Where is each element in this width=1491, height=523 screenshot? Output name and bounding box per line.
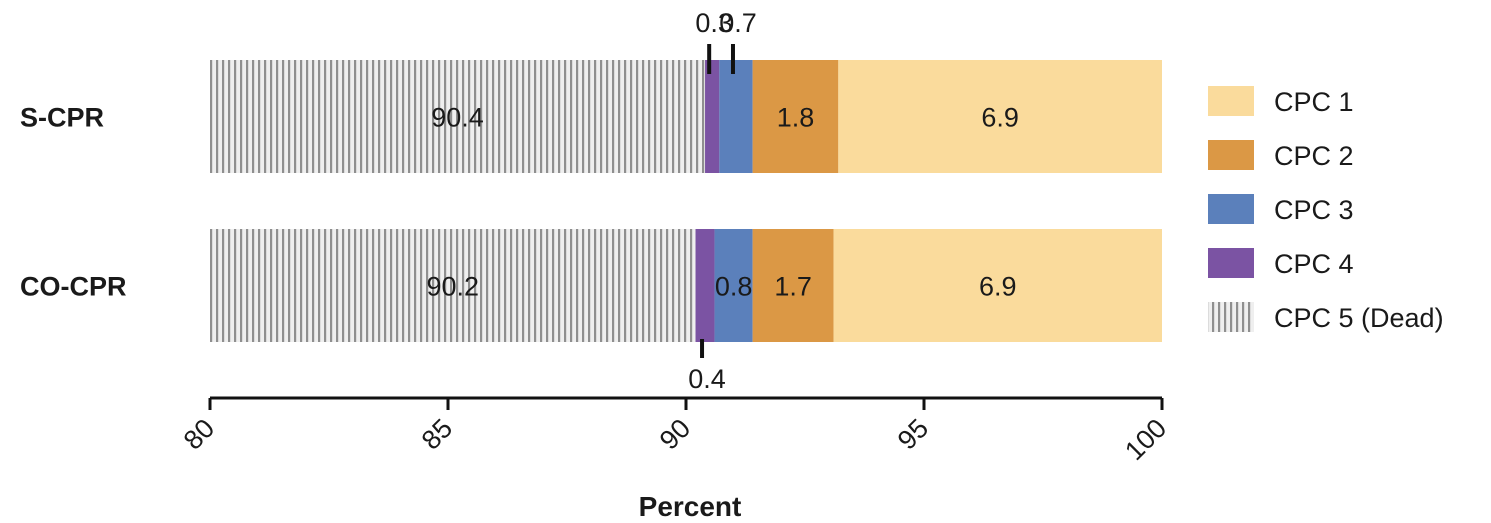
data-label-cpc-5-dead-s-cpr: 90.4 — [431, 103, 484, 133]
x-axis: 80 85 90 95 100 — [178, 396, 1172, 466]
bar-segment-cpc-2-s-cpr — [752, 60, 839, 173]
x-tick-label-95: 95 — [892, 413, 934, 455]
legend-swatch-cpc-2 — [1208, 140, 1254, 170]
legend-label-cpc-2: CPC 2 — [1274, 141, 1354, 171]
data-label-cpc-2-s-cpr: 1.8 — [777, 103, 815, 133]
data-label-cpc-4-co-cpr: 0.4 — [688, 364, 726, 394]
bar-segment-cpc-3-s-cpr — [719, 60, 753, 173]
data-label-cpc-2-co-cpr: 1.7 — [774, 272, 812, 302]
data-label-cpc-3-s-cpr: 0.7 — [719, 8, 757, 38]
bars: 90.4 1.8 6.9 90.2 0.8 1.7 6.9 — [210, 60, 1162, 342]
data-label-cpc-1-s-cpr: 6.9 — [981, 103, 1019, 133]
legend-label-cpc-3: CPC 3 — [1274, 195, 1354, 225]
legend-swatch-cpc-4 — [1208, 248, 1254, 278]
data-label-cpc-5-dead-co-cpr: 90.2 — [426, 272, 479, 302]
data-label-cpc-3-co-cpr: 0.8 — [715, 272, 753, 302]
x-axis-title: Percent — [639, 491, 742, 522]
legend: CPC 1 CPC 2 CPC 3 CPC 4 CPC 5 (Dead) — [1208, 86, 1444, 333]
category-label-co-cpr: CO-CPR — [20, 272, 127, 302]
small-value-callouts: 0.30.7 0.4 — [688, 8, 756, 394]
bar-segment-cpc-5-dead-s-cpr — [210, 60, 706, 173]
legend-swatch-cpc-3 — [1208, 194, 1254, 224]
x-tick-label-85: 85 — [416, 413, 458, 455]
category-labels: S-CPR CO-CPR — [20, 103, 127, 302]
category-label-s-cpr: S-CPR — [20, 103, 104, 133]
legend-swatch-cpc-5-dead — [1208, 302, 1254, 332]
bar-segment-cpc-2-co-cpr — [752, 229, 834, 342]
data-label-cpc-1-co-cpr: 6.9 — [979, 272, 1017, 302]
bar-segment-cpc-1-s-cpr — [838, 60, 1162, 173]
x-tick-label-100: 100 — [1119, 413, 1172, 466]
bar-segment-cpc-5-dead-co-cpr — [210, 229, 696, 342]
legend-label-cpc-1: CPC 1 — [1274, 87, 1354, 117]
legend-label-cpc-5-dead: CPC 5 (Dead) — [1274, 303, 1444, 333]
legend-label-cpc-4: CPC 4 — [1274, 249, 1354, 279]
bar-segment-cpc-4-co-cpr — [695, 229, 715, 342]
bar-segment-cpc-4-s-cpr — [705, 60, 720, 173]
bar-segment-cpc-1-co-cpr — [833, 229, 1162, 342]
bar-segment-cpc-3-co-cpr — [714, 229, 753, 342]
x-tick-label-90: 90 — [654, 413, 696, 455]
legend-swatch-cpc-1 — [1208, 86, 1254, 116]
x-tick-label-80: 80 — [178, 413, 220, 455]
data-label-cpc-4-s-cpr: 0.3 — [695, 8, 733, 38]
